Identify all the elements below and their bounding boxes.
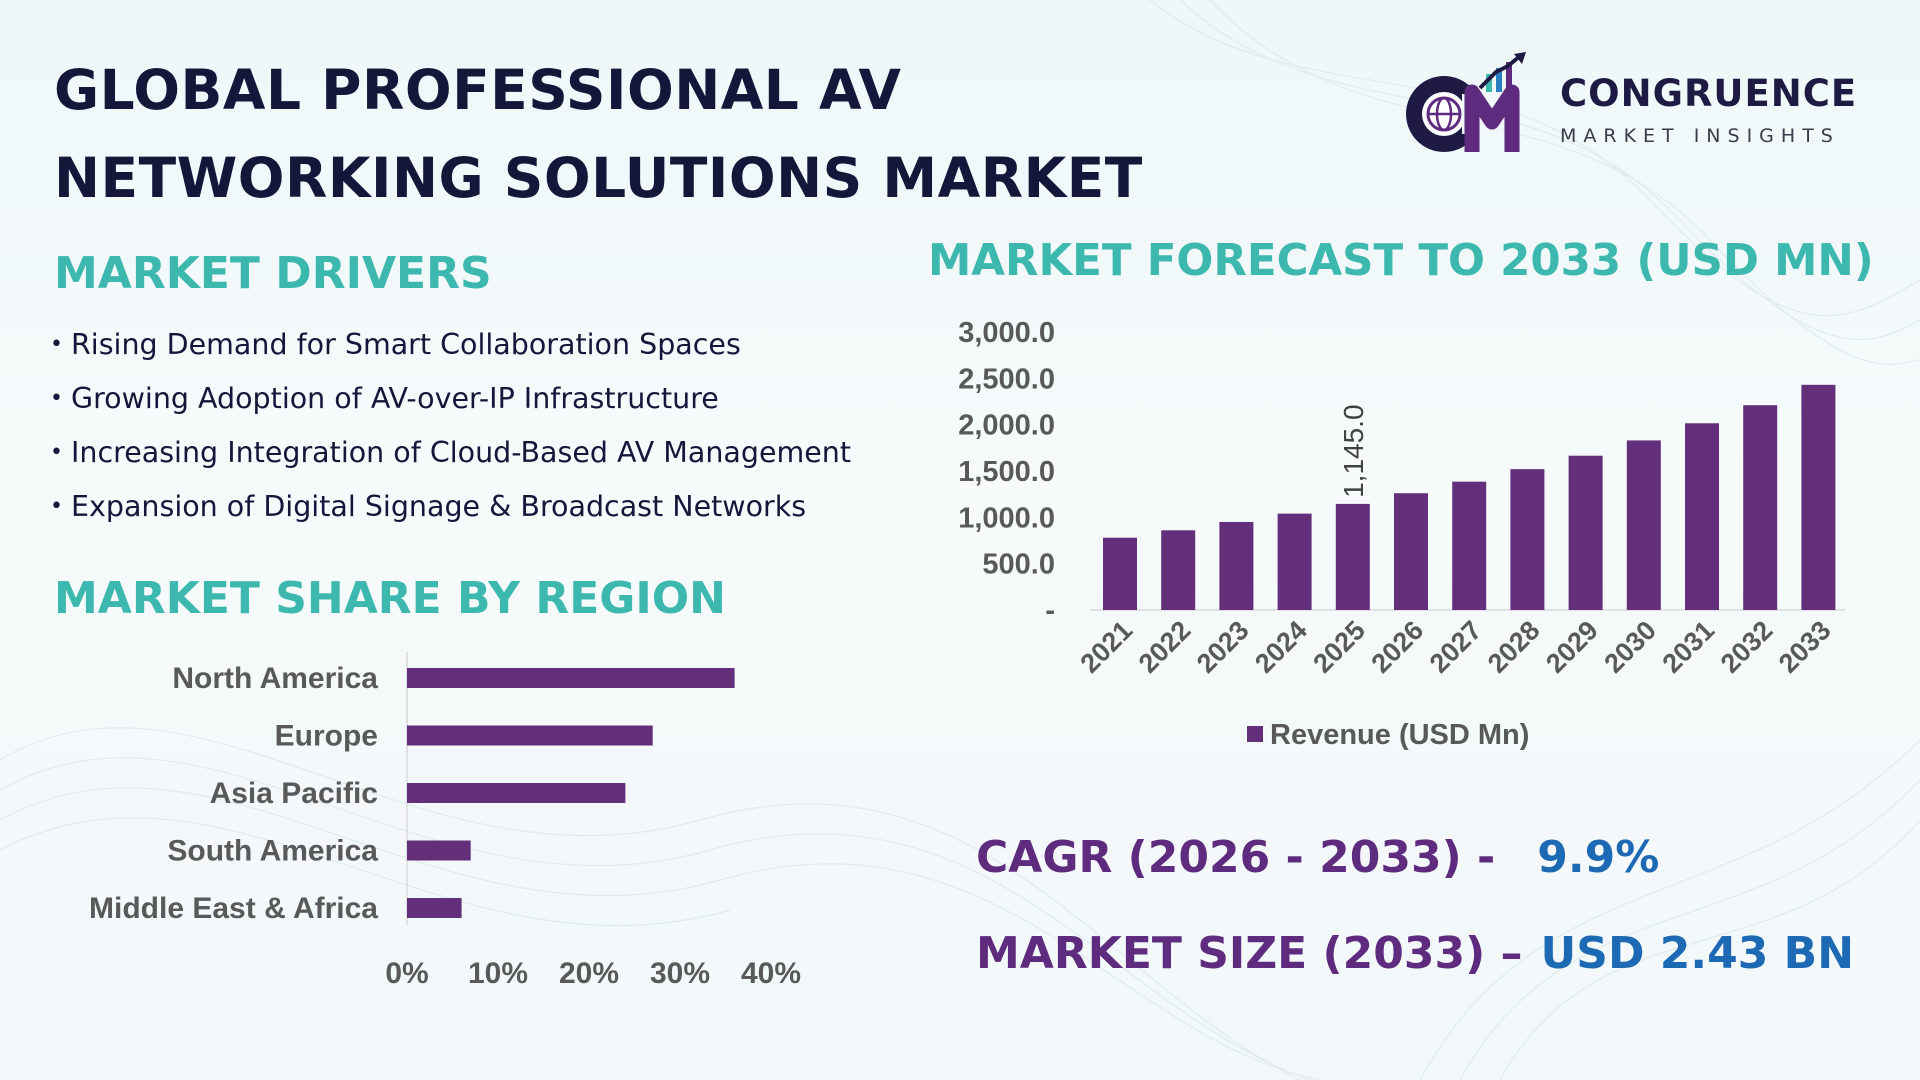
forecast-bar — [1161, 530, 1196, 610]
forecast-x-tick-label: 2033 — [1773, 615, 1837, 679]
forecast-bar — [1510, 469, 1545, 610]
forecast-x-tick-label: 2023 — [1191, 615, 1255, 679]
forecast-bar — [1394, 493, 1428, 610]
cagr-value: 9.9% — [1537, 832, 1660, 883]
region-category-label: Middle East & Africa — [89, 892, 378, 925]
forecast-y-tick-label: 1,500.0 — [958, 456, 1055, 488]
forecast-y-tick-label: 2,500.0 — [958, 363, 1055, 395]
forecast-bar — [1452, 481, 1487, 610]
region-category-label: Europe — [275, 720, 378, 753]
forecast-x-tick-label: 2029 — [1540, 615, 1604, 679]
forecast-x-tick-label: 2030 — [1598, 615, 1662, 679]
region-bar — [407, 898, 462, 918]
region-x-tick-label: 0% — [385, 957, 428, 990]
region-bar — [407, 668, 735, 688]
region-x-tick-label: 10% — [468, 957, 528, 990]
market-size-value: USD 2.43 BN — [1540, 928, 1855, 979]
forecast-bar — [1743, 405, 1778, 610]
region-bar — [407, 783, 626, 803]
forecast-data-label: 1,145.0 — [1338, 404, 1369, 497]
forecast-x-tick-label: 2031 — [1657, 615, 1721, 679]
forecast-y-tick-label: 1,000.0 — [958, 502, 1055, 534]
forecast-x-tick-label: 2028 — [1482, 615, 1546, 679]
drivers-list: Rising Demand for Smart Collaboration Sp… — [50, 325, 851, 541]
logo-brand: CONGRUENCE — [1560, 72, 1858, 115]
logo-subtitle: MARKET INSIGHTS — [1560, 125, 1840, 147]
cagr-label: CAGR (2026 - 2033) - — [976, 832, 1496, 883]
region-x-tick-label: 30% — [650, 957, 710, 990]
region-category-label: Asia Pacific — [210, 777, 378, 810]
forecast-bar — [1626, 440, 1661, 610]
region-bar — [407, 725, 653, 746]
globe-cm-growth-icon — [1406, 52, 1526, 152]
region-category-label: North America — [172, 662, 378, 695]
region-heading: MARKET SHARE BY REGION — [54, 573, 726, 624]
forecast-bar — [1103, 537, 1137, 610]
region-x-tick-label: 40% — [741, 957, 801, 990]
legend-swatch — [1247, 726, 1263, 742]
forecast-x-tick-label: 2021 — [1075, 615, 1139, 679]
forecast-y-tick-label: 500.0 — [982, 549, 1055, 581]
driver-item: Rising Demand for Smart Collaboration Sp… — [50, 325, 851, 379]
forecast-x-tick-label: 2026 — [1366, 615, 1430, 679]
forecast-x-tick-label: 2025 — [1307, 615, 1371, 679]
forecast-x-tick-label: 2027 — [1424, 615, 1488, 679]
cagr-stat: CAGR (2026 - 2033) - 9.9% — [976, 832, 1659, 883]
driver-item: Expansion of Digital Signage & Broadcast… — [50, 487, 851, 541]
title-line-2: NETWORKING SOLUTIONS MARKET — [54, 146, 1143, 210]
forecast-bar — [1335, 503, 1370, 610]
driver-item: Increasing Integration of Cloud-Based AV… — [50, 433, 851, 487]
legend-label: Revenue (USD Mn) — [1270, 719, 1529, 751]
forecast-y-tick-label: 3,000.0 — [958, 317, 1055, 349]
driver-item: Growing Adoption of AV-over-IP Infrastru… — [50, 379, 851, 433]
forecast-bar — [1685, 423, 1719, 610]
region-category-label: South America — [167, 835, 378, 868]
page-title: GLOBAL PROFESSIONAL AV NETWORKING SOLUTI… — [54, 46, 1154, 222]
forecast-heading: MARKET FORECAST TO 2033 (USD MN) — [928, 236, 1874, 286]
company-logo: CONGRUENCE MARKET INSIGHTS — [1400, 52, 1880, 162]
forecast-y-tick-label: - — [1045, 595, 1055, 627]
forecast-x-tick-label: 2022 — [1133, 615, 1197, 679]
forecast-bar — [1568, 455, 1603, 610]
forecast-bar — [1801, 384, 1836, 610]
region-bar — [407, 840, 471, 861]
forecast-x-tick-label: 2032 — [1715, 615, 1779, 679]
market-size-label: MARKET SIZE (2033) – — [976, 928, 1523, 979]
forecast-x-tick-label: 2024 — [1249, 615, 1313, 679]
drivers-heading: MARKET DRIVERS — [54, 248, 492, 299]
title-line-1: GLOBAL PROFESSIONAL AV — [54, 58, 902, 122]
forecast-bar — [1277, 513, 1312, 610]
forecast-y-tick-label: 2,000.0 — [958, 410, 1055, 442]
forecast-bar — [1219, 521, 1254, 610]
market-size-stat: MARKET SIZE (2033) – USD 2.43 BN — [976, 928, 1854, 979]
region-x-tick-label: 20% — [559, 957, 619, 990]
